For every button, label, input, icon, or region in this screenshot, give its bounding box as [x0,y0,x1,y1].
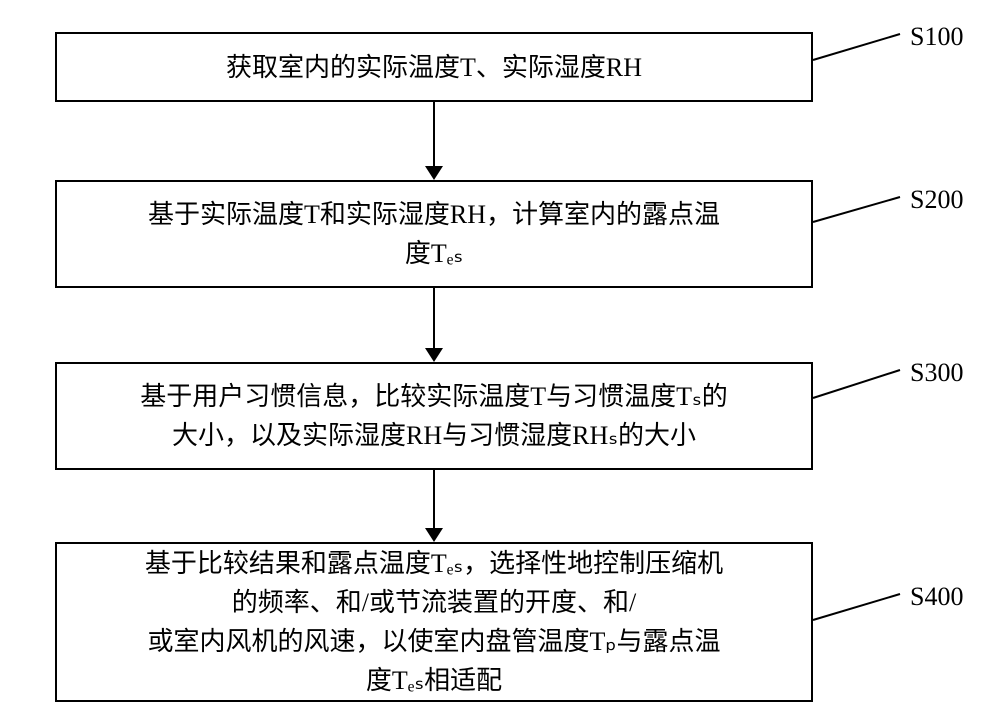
step-s100-label: S100 [910,22,963,52]
step-s300-label: S300 [910,358,963,388]
step-s400-label: S400 [910,582,963,612]
step-s200: 基于实际温度T和实际湿度RH，计算室内的露点温 度Tₑₛ [55,180,813,288]
step-s300-text: 基于用户习惯信息，比较实际温度T与习惯温度Tₛ的 大小，以及实际湿度RH与习惯湿… [140,377,727,455]
flowchart-canvas: 获取室内的实际温度T、实际湿度RH S100 基于实际温度T和实际湿度RH，计算… [0,0,1000,709]
step-s100-text: 获取室内的实际温度T、实际湿度RH [226,48,642,87]
step-s300: 基于用户习惯信息，比较实际温度T与习惯温度Tₛ的 大小，以及实际湿度RH与习惯湿… [55,362,813,470]
step-s400-text: 基于比较结果和露点温度Tₑₛ，选择性地控制压缩机 的频率、和/或节流装置的开度、… [145,544,723,700]
step-s100: 获取室内的实际温度T、实际湿度RH [55,32,813,102]
step-s400: 基于比较结果和露点温度Tₑₛ，选择性地控制压缩机 的频率、和/或节流装置的开度、… [55,542,813,702]
step-s200-text: 基于实际温度T和实际湿度RH，计算室内的露点温 度Tₑₛ [148,195,720,273]
step-s200-label: S200 [910,185,963,215]
